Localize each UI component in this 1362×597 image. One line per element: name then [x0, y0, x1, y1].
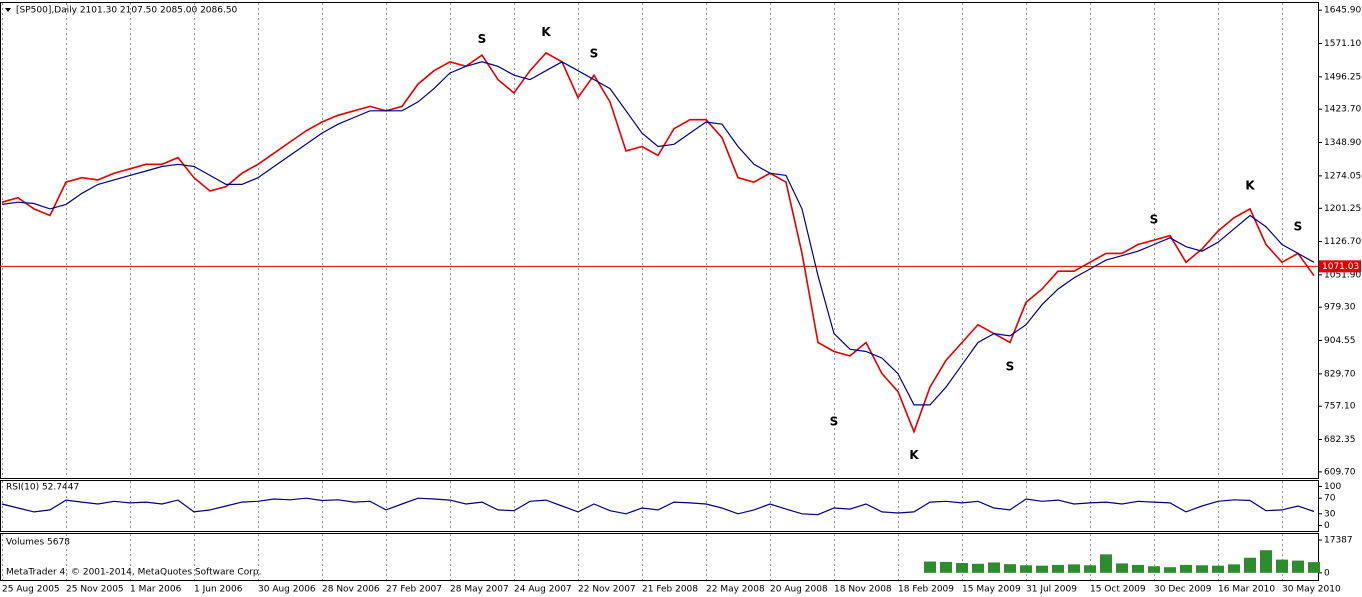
y-tick-label: 757.10	[1324, 402, 1356, 412]
y-tick-label: 30	[1324, 509, 1336, 519]
annotation: K	[541, 25, 551, 39]
volume-bar	[1196, 565, 1208, 573]
price-label: 1071.03	[1322, 262, 1359, 272]
x-tick-label: 1 Mar 2006	[130, 585, 182, 595]
footer: MetaTrader 4, © 2001-2014, MetaQuotes So…	[6, 568, 262, 578]
x-tick-label: 22 Nov 2007	[578, 585, 636, 595]
x-tick-label: 16 Mar 2010	[1218, 585, 1275, 595]
y-tick-label: 1051.90	[1324, 270, 1361, 280]
volume-bar	[1084, 565, 1096, 573]
annotation: S	[478, 32, 487, 46]
x-tick-label: 25 Nov 2005	[66, 585, 124, 595]
x-tick-label: 1 Jun 2006	[194, 585, 243, 595]
y-tick-label: 0	[1324, 568, 1330, 578]
volume-bar	[1100, 554, 1112, 573]
volume-bar	[1212, 565, 1224, 573]
volume-bar	[1116, 563, 1128, 573]
y-tick-label: 1274.05	[1324, 171, 1361, 181]
y-tick-label: 1496.25	[1324, 72, 1361, 82]
x-tick-label: 24 Aug 2007	[514, 585, 572, 595]
volume-bar	[1260, 550, 1272, 573]
x-tick-label: 30 Dec 2009	[1154, 585, 1212, 595]
x-tick-label: 18 Nov 2008	[834, 585, 892, 595]
series-line	[1, 497, 1315, 516]
y-tick-label: 1571.10	[1324, 39, 1361, 49]
y-tick-label: 100	[1324, 482, 1341, 492]
annotation: K	[909, 448, 919, 462]
x-tick-label: 30 May 2010	[1282, 585, 1341, 595]
x-tick-label: 31 Jul 2009	[1026, 585, 1077, 595]
annotation: S	[1150, 213, 1159, 227]
annotation: S	[1294, 220, 1303, 234]
series-line	[1, 51, 1315, 434]
volume-bar	[988, 562, 1000, 573]
volume-bar	[940, 561, 952, 573]
annotation: S	[590, 47, 599, 61]
x-tick-label: 15 Oct 2009	[1090, 585, 1146, 595]
x-tick-label: 15 May 2009	[962, 585, 1021, 595]
menu-arrow	[5, 8, 11, 12]
volume-bar	[1276, 559, 1288, 573]
x-tick-label: 27 Feb 2007	[386, 585, 442, 595]
y-tick-label: 70	[1324, 494, 1336, 504]
annotation: S	[830, 414, 839, 428]
volume-bar	[1148, 566, 1160, 573]
x-tick-label: 22 May 2008	[706, 585, 765, 595]
volume-bar	[972, 563, 984, 573]
annotation: K	[1245, 179, 1255, 193]
y-tick-label: 1348.90	[1324, 138, 1361, 148]
series-line	[1, 61, 1315, 406]
y-tick-label: 682.35	[1324, 435, 1356, 445]
y-tick-label: 979.30	[1324, 303, 1356, 313]
volume-title: Volumes 5678	[6, 538, 70, 548]
volume-bar	[1164, 567, 1176, 573]
volume-bar	[1180, 564, 1192, 573]
volume-bar	[1052, 564, 1064, 573]
x-tick-label: 28 Nov 2006	[322, 585, 380, 595]
x-tick-label: 18 Feb 2009	[898, 585, 954, 595]
volume-bar	[1068, 564, 1080, 573]
x-tick-label: 30 Aug 2006	[258, 585, 316, 595]
x-tick-label: 21 Feb 2008	[642, 585, 698, 595]
y-tick-label: 1201.25	[1324, 204, 1361, 214]
x-tick-label: 20 Aug 2008	[770, 585, 828, 595]
x-tick-label: 28 May 2007	[450, 585, 509, 595]
price-label-box	[1319, 260, 1361, 273]
volume-bar	[1308, 562, 1320, 573]
rsi-panel	[0, 480, 1319, 532]
x-tick-label: 25 Aug 2005	[2, 585, 60, 595]
chart-title: [SP500],Daily 2101.30 2107.50 2085.00 20…	[16, 6, 238, 16]
volume-bar	[1292, 560, 1304, 573]
volume-bar	[1020, 565, 1032, 573]
volume-bar	[1004, 564, 1016, 573]
y-tick-label: 904.55	[1324, 336, 1356, 346]
main-panel	[0, 2, 1319, 479]
annotation: S	[1006, 360, 1015, 374]
y-tick-label: 0	[1324, 521, 1330, 531]
y-tick-label: 1423.70	[1324, 105, 1361, 115]
volume-bar	[1036, 565, 1048, 573]
volume-bar	[924, 561, 936, 573]
volume-bar	[1244, 557, 1256, 573]
y-tick-label: 1126.70	[1324, 237, 1361, 247]
rsi-title: RSI(10) 52.7447	[6, 483, 79, 493]
y-tick-label: 1645.90	[1324, 6, 1361, 16]
volume-bar	[956, 563, 968, 573]
volume-bar	[1228, 564, 1240, 573]
y-tick-label: 609.70	[1324, 467, 1356, 477]
y-tick-label: 17387	[1324, 536, 1353, 546]
y-tick-label: 829.70	[1324, 369, 1356, 379]
volume-panel	[0, 533, 1319, 581]
volume-bar	[1132, 564, 1144, 573]
